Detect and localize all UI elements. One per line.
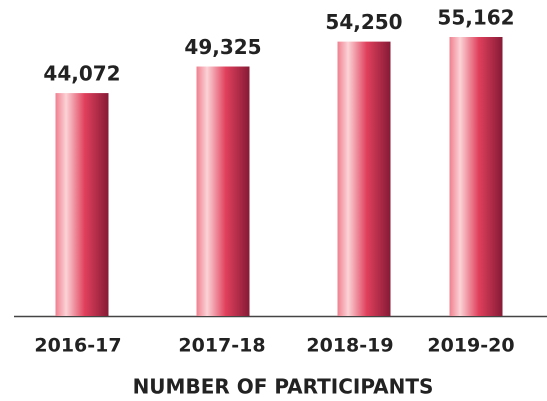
data-label: 54,250 [325,10,402,34]
data-label: 55,162 [437,6,514,30]
chart-title: NUMBER OF PARTICIPANTS [133,375,434,399]
bar [196,66,250,316]
x-tick-label: 2018-19 [306,335,393,357]
x-tick-label: 2019-20 [427,335,514,357]
bar [55,93,109,316]
x-tick-label: 2016-17 [34,335,121,357]
bar [449,37,503,316]
x-tick-label: 2017-18 [178,335,265,357]
data-label: 49,325 [184,35,261,59]
data-label: 44,072 [43,62,120,86]
bar [337,41,391,317]
